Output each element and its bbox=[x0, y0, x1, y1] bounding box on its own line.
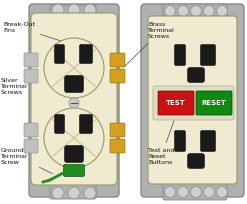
Circle shape bbox=[204, 6, 214, 17]
Circle shape bbox=[204, 186, 214, 197]
FancyBboxPatch shape bbox=[110, 139, 125, 153]
Circle shape bbox=[84, 187, 96, 199]
FancyBboxPatch shape bbox=[110, 123, 125, 137]
Text: Grounding
Terminal
Screw: Grounding Terminal Screw bbox=[1, 148, 53, 174]
Circle shape bbox=[44, 38, 104, 98]
FancyBboxPatch shape bbox=[50, 183, 96, 199]
Circle shape bbox=[190, 186, 202, 197]
Circle shape bbox=[69, 98, 79, 108]
Circle shape bbox=[44, 108, 104, 168]
FancyBboxPatch shape bbox=[110, 69, 125, 83]
FancyBboxPatch shape bbox=[174, 131, 185, 152]
Circle shape bbox=[217, 186, 227, 197]
Circle shape bbox=[68, 4, 80, 16]
FancyBboxPatch shape bbox=[24, 69, 38, 83]
Text: Break-Out
Fins: Break-Out Fins bbox=[3, 22, 61, 41]
FancyBboxPatch shape bbox=[163, 4, 227, 21]
FancyBboxPatch shape bbox=[63, 164, 84, 176]
Text: Test and
Reset
Buttons: Test and Reset Buttons bbox=[148, 121, 174, 165]
Text: RESET: RESET bbox=[202, 100, 226, 106]
Circle shape bbox=[178, 6, 188, 17]
Circle shape bbox=[165, 186, 176, 197]
FancyBboxPatch shape bbox=[29, 4, 119, 197]
Circle shape bbox=[217, 6, 227, 17]
FancyBboxPatch shape bbox=[141, 4, 244, 197]
FancyBboxPatch shape bbox=[148, 16, 237, 184]
Circle shape bbox=[178, 186, 188, 197]
FancyBboxPatch shape bbox=[196, 91, 232, 115]
FancyBboxPatch shape bbox=[158, 91, 194, 115]
Text: Brass
Terminal
Screws: Brass Terminal Screws bbox=[125, 22, 175, 66]
FancyBboxPatch shape bbox=[80, 44, 92, 63]
FancyBboxPatch shape bbox=[174, 44, 185, 65]
FancyBboxPatch shape bbox=[64, 75, 83, 92]
FancyBboxPatch shape bbox=[201, 131, 215, 152]
Circle shape bbox=[165, 6, 176, 17]
FancyBboxPatch shape bbox=[50, 5, 96, 21]
FancyBboxPatch shape bbox=[55, 114, 64, 133]
Circle shape bbox=[68, 187, 80, 199]
FancyBboxPatch shape bbox=[187, 68, 205, 82]
FancyBboxPatch shape bbox=[24, 123, 38, 137]
FancyBboxPatch shape bbox=[163, 183, 227, 200]
FancyBboxPatch shape bbox=[55, 44, 64, 63]
FancyBboxPatch shape bbox=[110, 53, 125, 67]
Circle shape bbox=[190, 6, 202, 17]
Circle shape bbox=[52, 187, 64, 199]
Text: Silver
Terminal
Screws: Silver Terminal Screws bbox=[1, 70, 29, 95]
FancyBboxPatch shape bbox=[187, 153, 205, 169]
FancyBboxPatch shape bbox=[153, 86, 234, 120]
FancyBboxPatch shape bbox=[80, 114, 92, 133]
FancyBboxPatch shape bbox=[24, 139, 38, 153]
Circle shape bbox=[84, 4, 96, 16]
FancyBboxPatch shape bbox=[24, 53, 38, 67]
FancyBboxPatch shape bbox=[31, 13, 117, 185]
Circle shape bbox=[52, 4, 64, 16]
FancyBboxPatch shape bbox=[64, 145, 83, 163]
FancyBboxPatch shape bbox=[201, 44, 215, 65]
Text: TEST: TEST bbox=[166, 100, 186, 106]
